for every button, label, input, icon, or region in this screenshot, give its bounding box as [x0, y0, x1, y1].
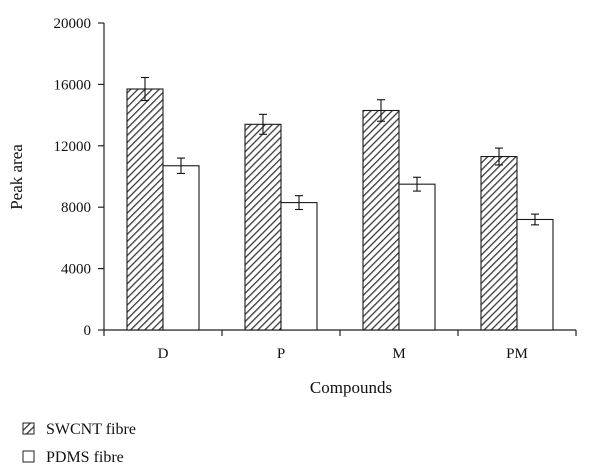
legend-label-swcnt: SWCNT fibre — [46, 421, 136, 438]
y-tick-label: 20000 — [54, 16, 92, 32]
error-bar — [141, 76, 149, 102]
error-bar — [495, 147, 503, 166]
error-bar — [177, 157, 185, 174]
bar-pdms-pm — [516, 218, 554, 331]
bar-pdms-p — [280, 202, 318, 331]
legend-swatch-swcnt — [22, 422, 35, 435]
error-bar — [531, 213, 539, 226]
legend-item-swcnt: SWCNT fibre — [22, 421, 136, 438]
bar-swcnt-m — [362, 109, 400, 331]
y-tick-label: 4000 — [61, 262, 91, 278]
x-tick-label: PM — [506, 346, 528, 362]
error-bars — [141, 76, 539, 226]
bars — [126, 88, 554, 331]
error-bar — [413, 176, 421, 192]
y-tick-label: 0 — [84, 323, 92, 339]
y-tick-label: 12000 — [54, 139, 92, 155]
x-axis-title: Compounds — [310, 378, 392, 397]
bar-swcnt-d — [126, 88, 164, 331]
bar-swcnt-p — [244, 123, 282, 331]
error-bar — [377, 99, 385, 122]
bar-swcnt-pm — [480, 155, 518, 331]
bar-pdms-d — [162, 165, 200, 331]
x-axis: D P M PM — [103, 329, 577, 362]
legend-swatch-pdms — [22, 450, 35, 463]
y-axis: 0 4000 8000 12000 16000 20000 — [54, 16, 105, 339]
y-tick-label: 8000 — [61, 200, 91, 216]
error-bar — [295, 195, 303, 211]
x-tick-label: D — [158, 346, 169, 362]
x-tick-label: M — [392, 346, 405, 362]
y-axis-title: Peak area — [7, 144, 26, 210]
legend: SWCNT fibre PDMS fibre — [22, 421, 136, 466]
legend-label-pdms: PDMS fibre — [46, 449, 124, 466]
x-tick-label: P — [277, 346, 285, 362]
legend-item-pdms: PDMS fibre — [22, 449, 124, 466]
y-tick-label: 16000 — [54, 77, 92, 93]
error-bar — [259, 113, 267, 135]
bar-pdms-m — [398, 183, 436, 331]
